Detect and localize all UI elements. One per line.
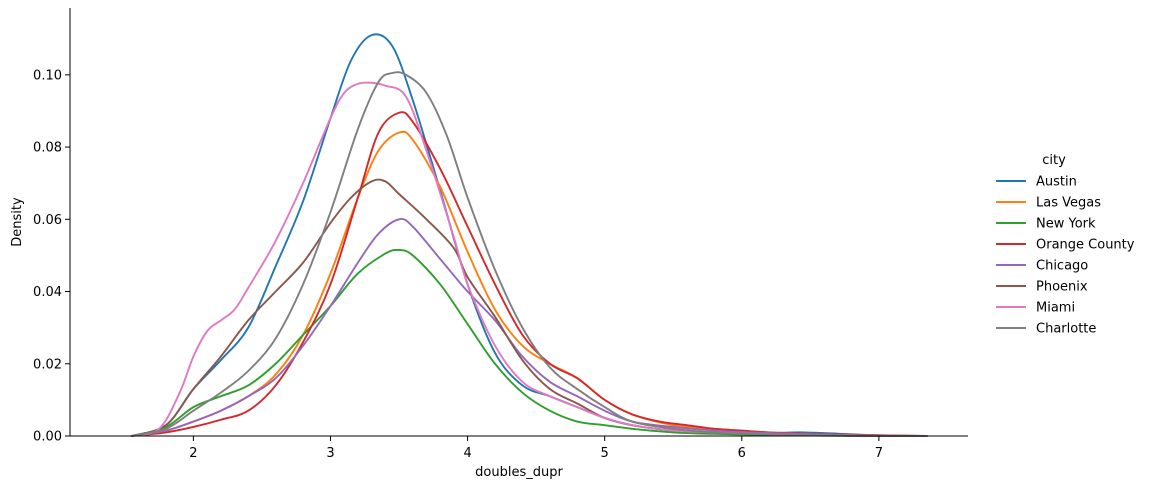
y-tick-label: 0.08 <box>33 141 62 156</box>
series-line-orange-county <box>130 111 928 437</box>
series-line-new-york <box>130 248 928 437</box>
series-line-charlotte <box>130 71 928 437</box>
y-axis-ticks: 0.00 0.02 0.04 0.06 0.08 0.10 <box>33 68 70 445</box>
series-line-chicago <box>130 218 928 437</box>
legend-label-orange-county: Orange County <box>1036 238 1135 253</box>
x-axis-label: doubles_dupr <box>475 465 563 480</box>
series-line-miami <box>130 81 928 437</box>
y-tick-label: 0.04 <box>33 285 62 300</box>
legend-label-miami: Miami <box>1036 301 1075 316</box>
y-tick-label: 0.02 <box>33 357 62 372</box>
y-tick-label: 0.06 <box>33 213 62 228</box>
legend: city Austin Las Vegas New York Orange Count… <box>996 153 1135 337</box>
x-tick-label: 5 <box>601 446 609 461</box>
plot-area <box>130 33 928 437</box>
x-tick-label: 6 <box>738 446 746 461</box>
x-tick-label: 7 <box>875 446 883 461</box>
legend-label-austin: Austin <box>1036 175 1077 190</box>
y-tick-label: 0.00 <box>33 430 62 445</box>
legend-label-new-york: New York <box>1036 217 1096 232</box>
legend-label-phoenix: Phoenix <box>1036 280 1088 295</box>
legend-title: city <box>1042 153 1066 168</box>
axes <box>69 8 968 437</box>
x-tick-label: 3 <box>326 446 334 461</box>
series-line-austin <box>130 33 928 437</box>
x-tick-label: 4 <box>463 446 471 461</box>
legend-label-chicago: Chicago <box>1036 259 1088 274</box>
x-tick-label: 2 <box>189 446 197 461</box>
legend-label-las-vegas: Las Vegas <box>1036 196 1101 211</box>
legend-label-charlotte: Charlotte <box>1036 322 1096 337</box>
y-axis-label: Density <box>10 197 25 247</box>
y-tick-label: 0.10 <box>33 68 62 83</box>
x-axis-ticks: 2 3 4 5 6 7 <box>189 436 883 461</box>
